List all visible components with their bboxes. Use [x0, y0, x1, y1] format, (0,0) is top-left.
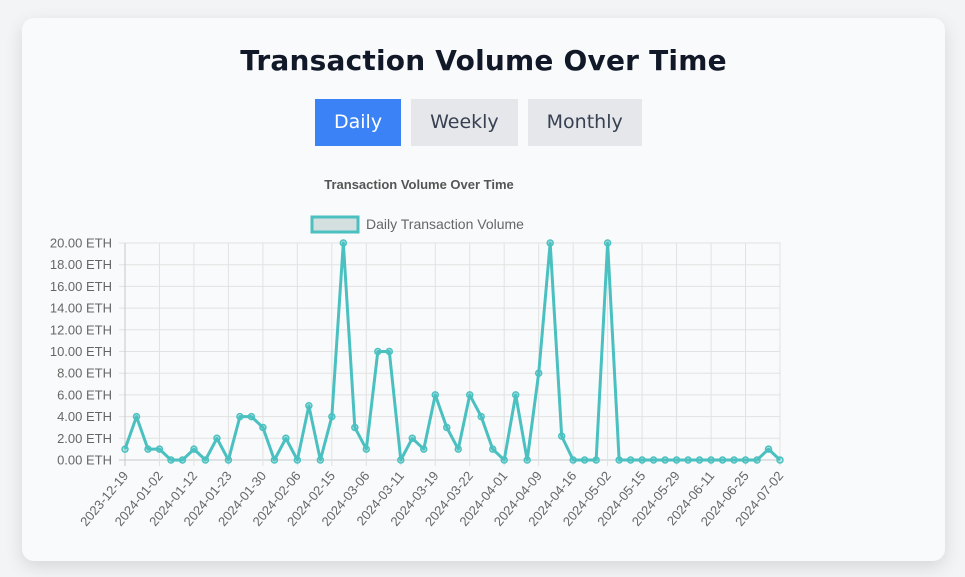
data-point[interactable]	[672, 456, 681, 464]
tab-daily[interactable]: Daily	[315, 99, 402, 146]
page-title: Transaction Volume Over Time	[240, 44, 727, 77]
data-point[interactable]	[270, 456, 279, 464]
data-point[interactable]	[638, 456, 646, 464]
data-point[interactable]	[420, 445, 428, 453]
data-point[interactable]	[500, 456, 508, 464]
data-point[interactable]	[167, 456, 175, 464]
data-point[interactable]	[305, 402, 313, 410]
data-point[interactable]	[374, 347, 382, 356]
data-point[interactable]	[431, 391, 440, 399]
data-point[interactable]	[339, 239, 348, 247]
data-point[interactable]	[351, 423, 359, 432]
data-point[interactable]	[764, 445, 773, 453]
chart-grid	[119, 242, 781, 466]
data-point[interactable]	[121, 445, 129, 453]
data-point[interactable]	[477, 412, 485, 421]
data-point[interactable]	[201, 456, 210, 464]
data-point[interactable]	[259, 423, 267, 432]
data-point[interactable]	[592, 456, 600, 464]
y-tick-label: 2.00 ETH	[57, 431, 112, 446]
data-point[interactable]	[224, 456, 233, 464]
data-point[interactable]	[328, 412, 336, 421]
y-tick-label: 10.00 ETH	[50, 344, 112, 359]
data-point[interactable]	[684, 456, 692, 464]
data-point[interactable]	[580, 456, 589, 464]
y-tick-label: 6.00 ETH	[57, 387, 112, 402]
data-point[interactable]	[741, 456, 750, 464]
data-point[interactable]	[649, 456, 658, 464]
data-point[interactable]	[155, 445, 164, 453]
data-point[interactable]	[776, 456, 784, 464]
data-point[interactable]	[178, 456, 187, 464]
data-point[interactable]	[603, 239, 612, 247]
series-line	[123, 241, 782, 462]
x-axis: 2023-12-192024-01-022024-01-122024-01-23…	[77, 468, 786, 529]
y-axis: 0.00 ETH 2.00 ETH 4.00 ETH 6.00 ETH 8.00 ETH…	[50, 236, 112, 468]
data-point[interactable]	[236, 412, 244, 421]
data-point[interactable]	[316, 456, 325, 464]
data-point[interactable]	[626, 456, 635, 464]
period-tabs: Daily Weekly Monthly	[315, 99, 652, 146]
data-point[interactable]	[615, 456, 623, 464]
data-point[interactable]	[247, 412, 256, 421]
data-point[interactable]	[454, 445, 462, 453]
data-point[interactable]	[569, 456, 577, 464]
data-point[interactable]	[695, 456, 704, 464]
data-point[interactable]	[523, 456, 531, 464]
chart-title: Transaction Volume Over Time	[324, 177, 514, 192]
data-point[interactable]	[557, 432, 566, 440]
y-tick-label: 4.00 ETH	[57, 409, 112, 424]
y-tick-label: 14.00 ETH	[50, 301, 112, 316]
data-point[interactable]	[465, 391, 474, 399]
data-point[interactable]	[144, 445, 152, 453]
series-daily-transaction-volume	[121, 239, 784, 464]
y-tick-label: 20.00 ETH	[50, 236, 112, 251]
y-tick-label: 16.00 ETH	[50, 279, 112, 294]
data-point[interactable]	[132, 412, 141, 421]
data-point[interactable]	[213, 434, 221, 443]
legend-label[interactable]: Daily Transaction Volume	[366, 216, 524, 232]
y-tick-label: 8.00 ETH	[57, 366, 112, 381]
data-point[interactable]	[397, 456, 405, 464]
data-point[interactable]	[190, 445, 198, 453]
y-tick-label: 18.00 ETH	[50, 257, 112, 272]
data-point[interactable]	[707, 456, 715, 464]
data-point[interactable]	[362, 445, 371, 453]
tab-weekly[interactable]: Weekly	[411, 99, 518, 146]
data-point[interactable]	[408, 434, 417, 443]
data-point[interactable]	[385, 347, 394, 356]
data-point[interactable]	[718, 456, 727, 464]
legend-swatch[interactable]	[310, 215, 360, 234]
data-point[interactable]	[488, 445, 497, 453]
data-point[interactable]	[534, 369, 543, 377]
data-point[interactable]	[546, 239, 554, 247]
tab-monthly[interactable]: Monthly	[527, 99, 642, 146]
data-point[interactable]	[753, 456, 761, 464]
data-point[interactable]	[293, 456, 302, 464]
chart-card: Transaction Volume Over Time Daily Weekl…	[22, 18, 945, 561]
data-point[interactable]	[511, 391, 520, 399]
y-tick-label: 0.00 ETH	[57, 453, 112, 468]
data-point[interactable]	[282, 434, 290, 443]
data-point[interactable]	[661, 456, 669, 464]
y-tick-label: 12.00 ETH	[50, 322, 112, 337]
data-point[interactable]	[443, 423, 451, 432]
data-point[interactable]	[730, 456, 738, 464]
